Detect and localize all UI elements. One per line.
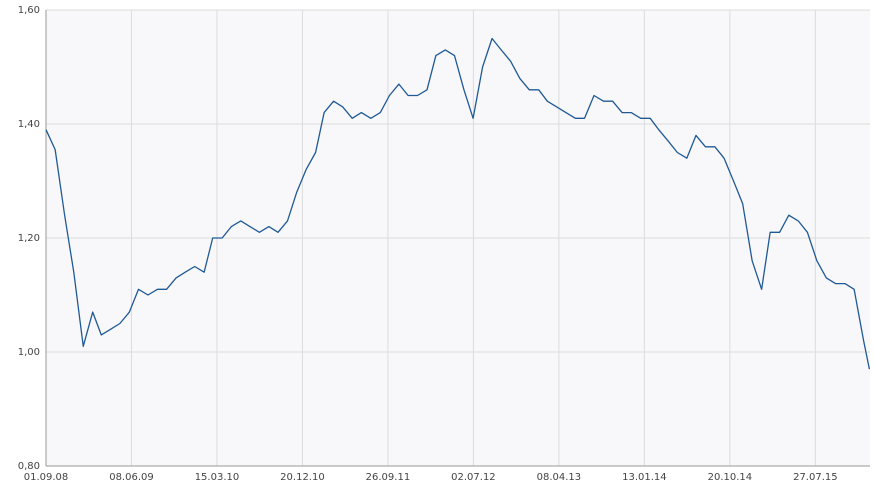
x-tick-label: 20.10.14 [708, 472, 753, 483]
x-tick-label: 15.03.10 [195, 472, 240, 483]
x-tick-label: 08.04.13 [537, 472, 582, 483]
y-tick-label: 1,20 [18, 233, 40, 244]
x-tick-label: 08.06.09 [109, 472, 154, 483]
x-tick-label: 20.12.10 [280, 472, 325, 483]
y-tick-label: 1,60 [18, 5, 40, 16]
y-tick-label: 1,00 [18, 347, 40, 358]
x-tick-label: 13.01.14 [622, 472, 667, 483]
x-tick-label: 01.09.08 [24, 472, 69, 483]
y-tick-label: 0,80 [18, 461, 40, 472]
y-tick-label: 1,40 [18, 119, 40, 130]
x-tick-label: 27.07.15 [793, 472, 838, 483]
data-line [45, 37, 871, 370]
x-tick-label: 02.07.12 [451, 472, 496, 483]
x-tick-label: 26.09.11 [366, 472, 411, 483]
